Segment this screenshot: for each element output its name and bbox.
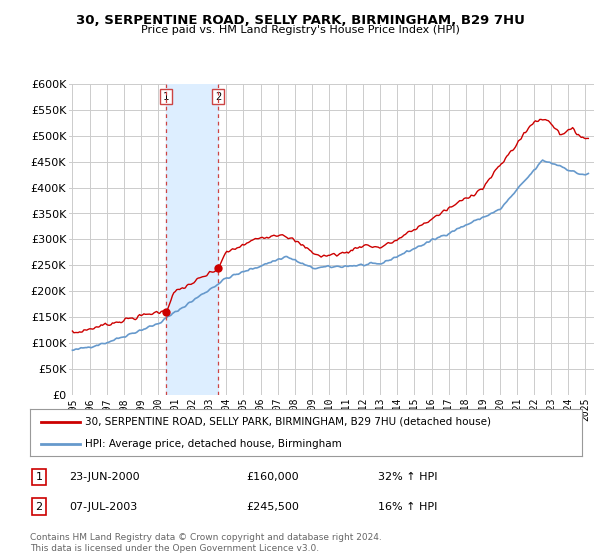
Text: 30, SERPENTINE ROAD, SELLY PARK, BIRMINGHAM, B29 7HU (detached house): 30, SERPENTINE ROAD, SELLY PARK, BIRMING…: [85, 417, 491, 427]
Text: 16% ↑ HPI: 16% ↑ HPI: [378, 502, 437, 512]
Text: 1: 1: [35, 472, 43, 482]
Text: 07-JUL-2003: 07-JUL-2003: [69, 502, 137, 512]
Text: 2: 2: [215, 92, 221, 102]
Bar: [166, 84, 218, 395]
Text: £160,000: £160,000: [246, 472, 299, 482]
Text: 1: 1: [163, 92, 169, 102]
Text: 23-JUN-2000: 23-JUN-2000: [69, 472, 140, 482]
Text: HPI: Average price, detached house, Birmingham: HPI: Average price, detached house, Birm…: [85, 438, 342, 449]
Text: Contains HM Land Registry data © Crown copyright and database right 2024.
This d: Contains HM Land Registry data © Crown c…: [30, 533, 382, 553]
Text: £245,500: £245,500: [246, 502, 299, 512]
Text: 2: 2: [35, 502, 43, 512]
Text: Price paid vs. HM Land Registry's House Price Index (HPI): Price paid vs. HM Land Registry's House …: [140, 25, 460, 35]
Text: 32% ↑ HPI: 32% ↑ HPI: [378, 472, 437, 482]
Text: 30, SERPENTINE ROAD, SELLY PARK, BIRMINGHAM, B29 7HU: 30, SERPENTINE ROAD, SELLY PARK, BIRMING…: [76, 14, 524, 27]
